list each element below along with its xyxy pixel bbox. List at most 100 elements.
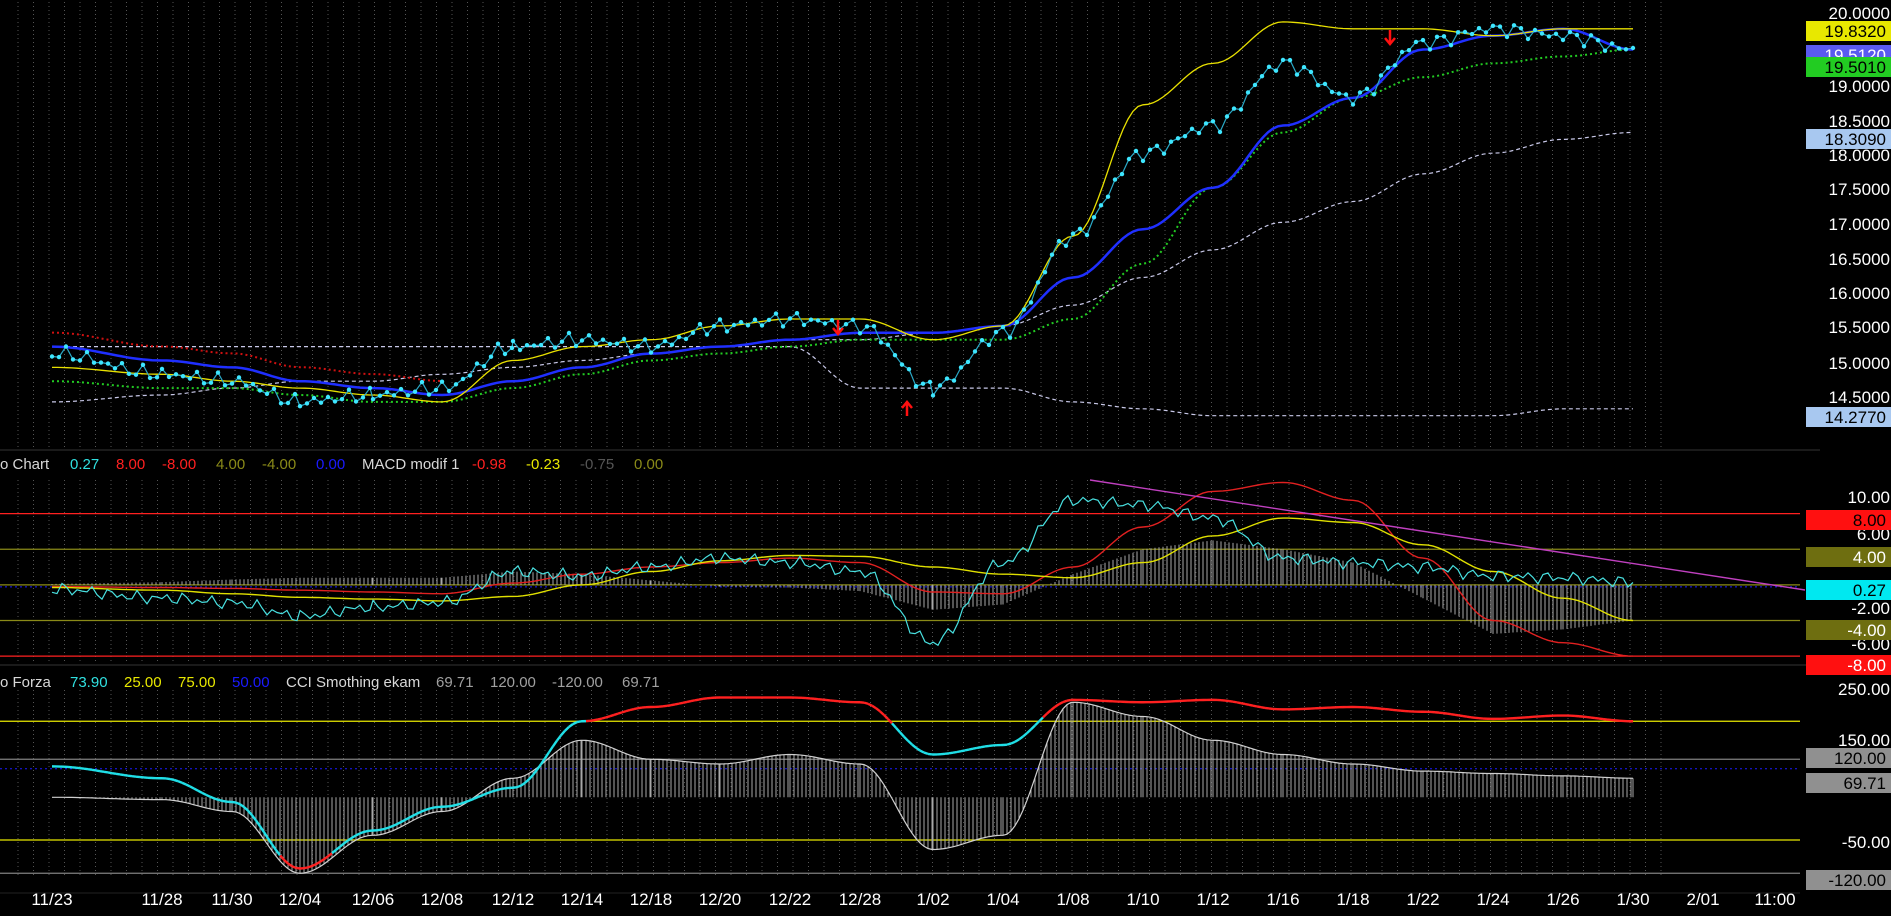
cci-badge: 120.00 <box>1806 748 1891 768</box>
cci-legend-item: 75.00 <box>178 674 216 691</box>
macd-badge: 0.27 <box>1806 580 1891 600</box>
price-point <box>663 339 667 343</box>
price-point <box>746 323 750 327</box>
price-point <box>454 382 458 386</box>
price-point <box>1631 46 1635 50</box>
price-point <box>656 344 660 348</box>
cci-main-segment <box>288 864 292 867</box>
cci-main-segment <box>486 792 490 794</box>
cci-main-segment <box>521 783 525 786</box>
macd-axis-tick: -2.00 <box>1851 599 1890 618</box>
price-point <box>1442 34 1446 38</box>
cci-main-segment <box>549 746 553 752</box>
cci-main-segment <box>466 800 470 802</box>
cci-main-segment <box>577 721 581 722</box>
price-point <box>865 324 869 328</box>
price-point <box>361 395 365 399</box>
price-point <box>1316 83 1320 87</box>
price-point <box>560 340 564 344</box>
price-point <box>1260 74 1264 78</box>
cci-main-segment <box>513 787 517 788</box>
macd-axis-tick: 10.00 <box>1847 488 1890 507</box>
cci-main-segment <box>900 732 904 736</box>
price-axis-tick: 14.5000 <box>1829 388 1890 407</box>
cci-main-segment <box>557 735 561 740</box>
price-point <box>503 352 507 356</box>
cci-main-segment <box>232 802 236 803</box>
x-axis-tick-label: 2/01 <box>1686 890 1719 909</box>
macd-legend-item: -0.75 <box>580 456 614 473</box>
cci-main-segment <box>328 853 332 856</box>
cci-main-segment <box>1059 702 1063 704</box>
cci-main-segment <box>417 812 421 814</box>
cci-main-segment <box>969 749 973 750</box>
x-axis-tick-label: 11:00 <box>1754 890 1795 909</box>
price-axis-tick: 17.0000 <box>1829 215 1890 234</box>
x-axis-tick-label: 12/22 <box>769 890 812 909</box>
x-axis-tick-label: 12/14 <box>561 890 604 909</box>
cci-legend-item: o Forza <box>0 674 52 691</box>
price-point <box>1295 72 1299 76</box>
price-point <box>718 317 722 321</box>
cci-main-segment <box>377 830 381 831</box>
cci-main-segment <box>1055 704 1059 707</box>
price-point <box>71 357 75 361</box>
price-point <box>326 395 330 399</box>
cci-badge: 69.71 <box>1806 773 1891 793</box>
cci-badge-label: 120.00 <box>1834 749 1886 768</box>
price-point <box>1050 253 1054 257</box>
price-point <box>1547 34 1551 38</box>
price-point <box>760 323 764 327</box>
price-point <box>1470 32 1474 36</box>
cci-main-segment <box>618 712 622 713</box>
cci-axis-tick: -50.00 <box>1842 833 1890 852</box>
price-point <box>195 370 199 374</box>
price-point <box>1379 73 1383 77</box>
cci-main-segment <box>569 724 573 727</box>
cci-main-segment <box>202 793 206 795</box>
cci-main-segment <box>517 786 521 788</box>
price-point <box>1218 130 1222 134</box>
price-point <box>1400 50 1404 54</box>
cci-main-segment <box>128 776 132 777</box>
price-point <box>1162 152 1166 156</box>
price-point <box>732 323 736 327</box>
cci-main-segment <box>458 803 462 804</box>
macd-badge: 4.00 <box>1806 547 1891 567</box>
cci-main-segment <box>920 751 924 753</box>
price-point <box>802 323 806 327</box>
cci-main-segment <box>1249 705 1253 706</box>
cci-main-segment <box>888 719 892 723</box>
price-point <box>823 321 827 325</box>
price-point <box>1365 87 1369 91</box>
cci-main-segment <box>240 804 244 807</box>
cci-main-segment <box>470 799 474 801</box>
cci-main-segment <box>397 822 401 824</box>
price-point <box>272 387 276 391</box>
cci-main-segment <box>573 722 577 724</box>
cci-main-segment <box>880 711 884 715</box>
price-point <box>1204 121 1208 125</box>
x-axis-tick-label: 1/16 <box>1266 890 1299 909</box>
cci-main-segment <box>1257 706 1261 707</box>
x-axis-tick-label: 1/04 <box>986 890 1019 909</box>
price-point <box>181 374 185 378</box>
cci-main-segment <box>981 746 985 747</box>
price-point <box>489 355 493 359</box>
cci-main-segment <box>236 803 240 805</box>
price-point <box>1078 227 1082 231</box>
price-point <box>475 361 479 365</box>
cci-main-segment <box>256 820 260 826</box>
cci-main-segment <box>663 706 667 707</box>
price-point <box>120 361 124 365</box>
price-point <box>1344 92 1348 96</box>
price-point <box>1274 69 1278 73</box>
price-point <box>385 390 389 394</box>
cci-main-segment <box>316 862 320 864</box>
cci-main-segment <box>80 768 84 769</box>
price-point <box>1491 24 1495 28</box>
price-axis-tick: 17.5000 <box>1829 180 1890 199</box>
cci-main-segment <box>614 714 618 715</box>
price-point <box>698 322 702 326</box>
